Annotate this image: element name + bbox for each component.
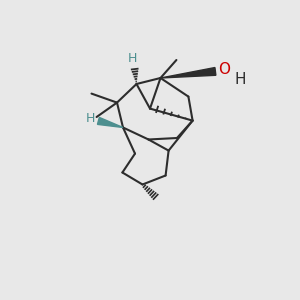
Text: H: H [234,72,246,87]
Polygon shape [98,117,123,128]
Text: O: O [218,61,230,76]
Polygon shape [160,68,216,78]
Text: H: H [127,52,137,65]
Text: H: H [85,112,95,125]
